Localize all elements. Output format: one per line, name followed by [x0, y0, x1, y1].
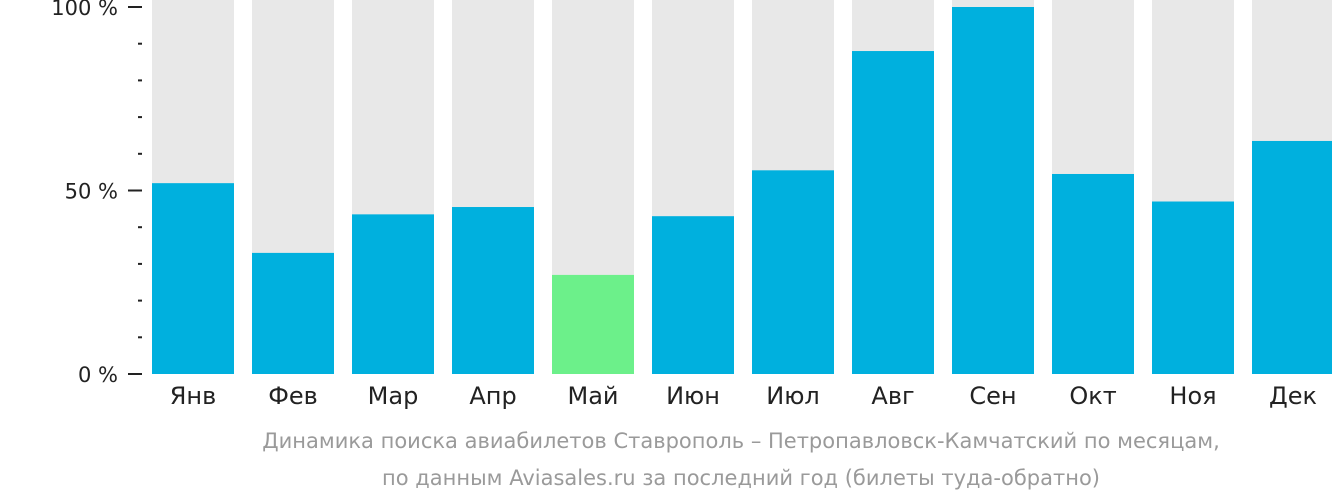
x-tick-label: Май: [567, 382, 618, 410]
x-tick-label: Июл: [766, 382, 820, 410]
y-tick-label: 100 %: [51, 0, 118, 20]
x-tick-label: Апр: [469, 382, 516, 410]
bar-chart: 0 % 50 % 100 % Янв Фев Мар Апр Май Июн Июл Авг Сен…: [51, 0, 1332, 410]
bar-2: [352, 214, 434, 374]
y-axis: 0 % 50 % 100 %: [51, 0, 142, 387]
x-tick-label: Фев: [268, 382, 318, 410]
bar-5: [652, 216, 734, 374]
x-tick-label: Сен: [969, 382, 1016, 410]
bar-11: [1252, 140, 1332, 374]
x-tick-label: Янв: [170, 382, 217, 410]
bar-4: [552, 274, 634, 374]
chart-caption-line-1: Динамика поиска авиабилетов Ставрополь –…: [262, 429, 1220, 453]
chart-caption-line-2: по данным Aviasales.ru за последний год …: [382, 466, 1100, 490]
bar-3: [452, 207, 534, 374]
bar-8: [952, 7, 1034, 374]
bar-6: [752, 170, 834, 374]
y-tick-label: 0 %: [78, 363, 118, 387]
x-tick-label: Ноя: [1169, 382, 1216, 410]
bar-9: [1052, 173, 1134, 374]
data-bars: [152, 7, 1332, 374]
bar-1: [252, 252, 334, 374]
x-tick-label: Окт: [1069, 382, 1116, 410]
bar-0: [152, 183, 234, 374]
y-tick-label: 50 %: [65, 180, 118, 204]
x-tick-label: Авг: [871, 382, 914, 410]
bar-10: [1152, 201, 1234, 374]
x-tick-label: Июн: [666, 382, 720, 410]
bar-7: [852, 51, 934, 374]
x-tick-label: Мар: [368, 382, 419, 410]
x-axis-labels: Янв Фев Мар Апр Май Июн Июл Авг Сен Окт Ноя Дек: [170, 382, 1317, 410]
x-tick-label: Дек: [1269, 382, 1317, 410]
